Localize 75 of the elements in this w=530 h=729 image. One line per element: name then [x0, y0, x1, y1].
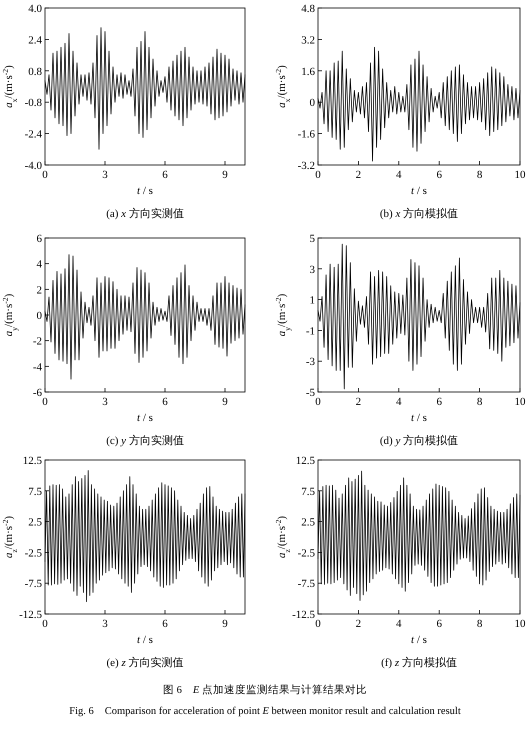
x-tick-label: 10: [514, 396, 526, 408]
y-tick-label: -4: [32, 361, 42, 374]
x-axis-title: t / s: [411, 412, 427, 424]
y-tick-label: -2.5: [24, 547, 42, 560]
y-tick-label: -2: [32, 336, 42, 348]
y-tick-label: 5: [310, 233, 316, 245]
x-tick-label: 6: [436, 396, 442, 408]
y-tick-label: 0: [310, 97, 316, 110]
y-tick-label: 4: [36, 258, 42, 271]
x-tick-label: 6: [436, 618, 442, 630]
text: (c) y 方向实测值: [106, 434, 184, 447]
y-tick-label: 6: [36, 233, 42, 245]
x-tick-label: 3: [102, 618, 108, 630]
y-tick-label: -5: [306, 387, 316, 399]
x-tick-label: 6: [162, 618, 168, 630]
x-axis-title: t / s: [137, 634, 153, 646]
y-tick-label: -7.5: [298, 578, 316, 590]
x-axis-title: t / s: [411, 185, 427, 197]
x-tick-label: 6: [162, 396, 168, 408]
x-tick-label: 6: [436, 169, 442, 181]
y-tick-label: 1: [310, 294, 315, 307]
x-tick-label: 4: [396, 396, 402, 408]
x-tick-label: 9: [222, 618, 228, 630]
caption: 图 6 E 点加速度监测结果与计算结果对比: [163, 683, 367, 696]
x-axis-title: t / s: [411, 634, 427, 646]
x-tick-label: 4: [396, 169, 402, 181]
y-tick-label: -12.5: [19, 609, 42, 621]
text: (f) z 方向模拟值: [381, 656, 457, 669]
y-tick-label: 2.5: [301, 516, 316, 529]
x-tick-label: 3: [102, 396, 108, 408]
y-tick-label: -3: [306, 356, 316, 368]
text: (e) z 方向实测值: [106, 656, 184, 669]
y-tick-label: 12.5: [296, 455, 316, 467]
y-tick-label: 4.8: [301, 3, 316, 15]
y-tick-label: 0.8: [28, 66, 42, 78]
y-tick-label: 3.2: [301, 34, 315, 46]
y-tick-label: 2.4: [28, 34, 42, 46]
x-tick-label: 2: [356, 169, 362, 181]
y-tick-label: 3: [310, 264, 316, 276]
y-tick-label: -3.2: [298, 160, 315, 172]
y-tick-label: 12.5: [22, 455, 42, 467]
text: (d) y 方向模拟值: [380, 434, 458, 447]
x-axis-title: t / s: [137, 185, 153, 197]
x-tick-label: 8: [476, 169, 483, 181]
y-tick-label: 7.5: [28, 486, 42, 498]
y-tick-label: -12.5: [292, 609, 316, 621]
y-tick-label: -6: [32, 387, 42, 399]
text: (a) x 方向实测值: [106, 207, 184, 220]
caption: Fig. 6 Comparison for acceleration of point E between monitor result and calculation result: [69, 706, 461, 717]
x-tick-label: 3: [102, 169, 108, 181]
x-tick-label: 8: [476, 396, 483, 408]
x-axis-title: t / s: [137, 412, 153, 424]
y-tick-label: -2.5: [298, 547, 316, 560]
y-tick-label: -0.8: [24, 97, 42, 110]
y-tick-label: -4.0: [24, 160, 42, 172]
x-tick-label: 8: [476, 618, 483, 630]
y-tick-label: -1: [306, 325, 315, 338]
y-tick-label: 7.5: [301, 486, 316, 498]
x-tick-label: 2: [356, 396, 362, 408]
x-tick-label: 10: [514, 169, 526, 181]
x-tick-label: 2: [356, 618, 362, 630]
y-tick-label: 0: [36, 310, 42, 322]
x-tick-label: 9: [222, 169, 228, 181]
x-tick-label: 9: [222, 396, 228, 408]
y-tick-label: 2.5: [28, 516, 42, 529]
y-tick-label: -1.6: [298, 128, 316, 141]
y-tick-label: -2.4: [24, 128, 42, 141]
y-tick-label: 4.0: [28, 3, 42, 15]
x-tick-label: 6: [162, 169, 168, 181]
y-tick-label: 1.6: [301, 66, 316, 78]
x-tick-label: 10: [514, 618, 526, 630]
y-tick-label: -7.5: [24, 578, 42, 590]
x-tick-label: 4: [396, 618, 402, 630]
text: (b) x 方向模拟值: [380, 207, 458, 220]
y-tick-label: 2: [36, 284, 42, 296]
